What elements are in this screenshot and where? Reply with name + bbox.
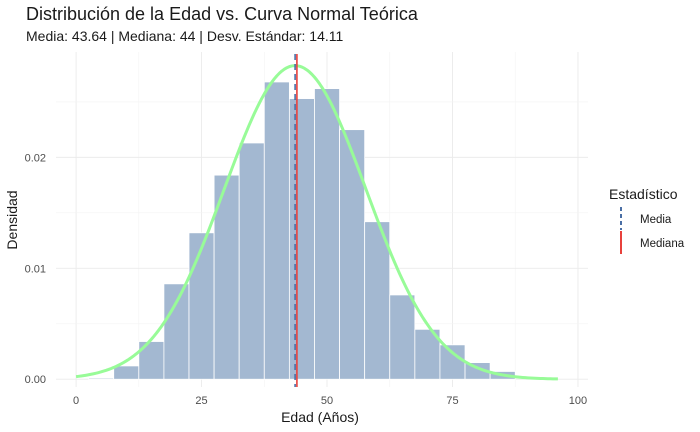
histogram-bar bbox=[314, 88, 340, 380]
x-tick-label: 50 bbox=[321, 395, 333, 407]
stat-lines bbox=[294, 54, 298, 387]
chart-title: Distribución de la Edad vs. Curva Normal… bbox=[26, 4, 419, 24]
x-tick-label: 0 bbox=[73, 395, 79, 407]
legend-label-mediana: Mediana bbox=[640, 238, 685, 250]
legend: Estadístico Media Mediana bbox=[609, 186, 685, 254]
y-tick-label: 0.02 bbox=[25, 152, 46, 164]
chart-subtitle: Media: 43.64 | Mediana: 44 | Desv. Están… bbox=[26, 28, 343, 44]
histogram-bar bbox=[188, 232, 215, 380]
histogram-bar bbox=[364, 221, 391, 380]
x-tick-label: 25 bbox=[195, 395, 207, 407]
histogram-bar bbox=[339, 129, 366, 380]
x-tick-label: 75 bbox=[446, 395, 458, 407]
x-tick-label: 100 bbox=[569, 395, 587, 407]
legend-label-media: Media bbox=[640, 214, 672, 226]
histogram-bars bbox=[88, 81, 516, 380]
y-axis-ticks: 0.00 0.01 0.02 bbox=[25, 152, 46, 386]
histogram-bar bbox=[263, 81, 290, 380]
normal-curve bbox=[75, 64, 558, 381]
y-tick-label: 0.00 bbox=[25, 374, 46, 386]
histogram-bar bbox=[113, 365, 140, 380]
normal-curve-line bbox=[75, 64, 558, 381]
histogram-bar bbox=[389, 294, 416, 380]
histogram-bar bbox=[163, 283, 190, 380]
histogram-bar bbox=[288, 98, 315, 380]
y-axis-title: Densidad bbox=[4, 190, 20, 249]
x-axis-ticks: 0 25 50 75 100 bbox=[73, 395, 587, 407]
histogram-bar bbox=[439, 344, 466, 380]
histogram-bar bbox=[238, 142, 265, 380]
legend-title: Estadístico bbox=[609, 186, 678, 202]
x-axis-title: Edad (Años) bbox=[281, 409, 359, 425]
y-tick-label: 0.01 bbox=[25, 263, 46, 275]
histogram-bar bbox=[88, 377, 115, 380]
